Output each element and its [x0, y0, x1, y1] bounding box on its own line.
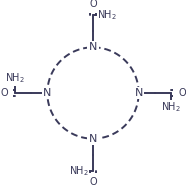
- Text: O: O: [89, 0, 97, 9]
- Text: N: N: [43, 88, 52, 98]
- Text: NH$_2$: NH$_2$: [5, 72, 25, 86]
- Text: N: N: [89, 42, 97, 52]
- Text: O: O: [89, 177, 97, 186]
- Text: O: O: [178, 88, 186, 98]
- Text: NH$_2$: NH$_2$: [97, 8, 117, 22]
- Text: NH$_2$: NH$_2$: [161, 100, 181, 114]
- Text: O: O: [0, 88, 8, 98]
- Text: N: N: [89, 134, 97, 144]
- Text: NH$_2$: NH$_2$: [69, 164, 89, 178]
- Text: N: N: [134, 88, 143, 98]
